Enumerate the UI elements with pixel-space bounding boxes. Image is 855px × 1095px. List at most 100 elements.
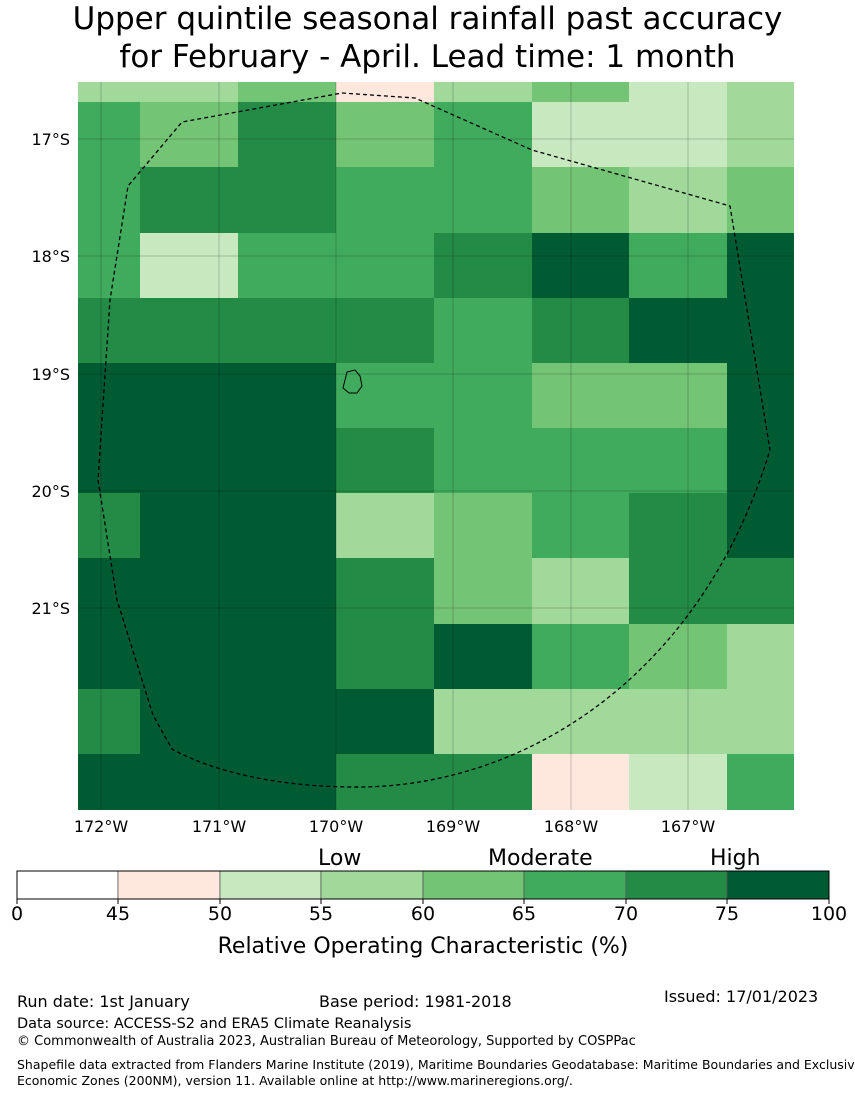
grid-cell <box>140 558 238 624</box>
colorbar-tick-label: 45 <box>106 903 130 925</box>
grid-cell <box>434 689 532 754</box>
grid-cell <box>629 624 727 689</box>
grid-cell <box>78 167 140 233</box>
colorbar-ticks: 0 45 50 55 60 65 70 75 100 <box>11 899 847 925</box>
colorbar-segment <box>422 870 525 900</box>
grid-cell <box>629 558 727 624</box>
grid-cell <box>727 233 794 298</box>
grid-cell <box>78 363 140 428</box>
longitude-label: 167°W <box>661 817 716 836</box>
grid-cell <box>532 558 629 624</box>
grid-cell <box>727 167 794 233</box>
grid-cell <box>629 233 727 298</box>
grid-cell <box>434 558 532 624</box>
grid-cell <box>238 363 336 428</box>
grid-cell <box>532 624 629 689</box>
grid-cell <box>434 624 532 689</box>
colorbar-segment <box>726 870 830 900</box>
colorbar-tick-label: 60 <box>411 903 435 925</box>
grid-cell <box>629 298 727 363</box>
grid-cell <box>434 167 532 233</box>
grid-cell <box>629 363 727 428</box>
latitude-label: 21°S <box>31 599 70 618</box>
map-title: Upper quintile seasonal rainfall past ac… <box>0 0 855 76</box>
grid-cell <box>727 624 794 689</box>
latitude-label: 20°S <box>31 482 70 501</box>
grid-cell <box>336 233 434 298</box>
grid-cell <box>532 689 629 754</box>
grid-cell <box>78 82 140 102</box>
grid-cell <box>727 754 794 810</box>
grid-cell <box>238 428 336 493</box>
longitude-label: 169°W <box>426 817 481 836</box>
grid-cell <box>78 102 140 167</box>
colorbar-segment <box>625 870 728 900</box>
issued-date: Issued: 17/01/2023 <box>664 987 819 1006</box>
grid-cell <box>238 82 336 102</box>
grid-cell <box>238 233 336 298</box>
rainfall-grid <box>78 82 794 810</box>
colorbar-segment <box>320 870 424 900</box>
grid-cell <box>238 102 336 167</box>
colorbar-tick-label: 0 <box>11 903 23 925</box>
grid-cell <box>434 428 532 493</box>
grid-cell <box>532 428 629 493</box>
grid-cell <box>78 689 140 754</box>
grid-cell <box>238 167 336 233</box>
latitude-label: 19°S <box>31 365 70 384</box>
grid-cell <box>727 493 794 558</box>
colorbar-tick-label: 65 <box>512 903 536 925</box>
grid-cell <box>434 493 532 558</box>
shapefile-credit-2: Economic Zones (200NM), version 11. Avai… <box>17 1073 573 1088</box>
title-line-1: Upper quintile seasonal rainfall past ac… <box>72 1 783 37</box>
grid-cell <box>629 428 727 493</box>
colorbar-tick-label: 70 <box>614 903 638 925</box>
grid-cell <box>629 493 727 558</box>
colorbar-tick-label: 100 <box>811 903 847 925</box>
grid-cell <box>532 298 629 363</box>
grid-cell <box>140 493 238 558</box>
grid-cell <box>140 298 238 363</box>
grid-cell <box>78 754 140 810</box>
grid-cell <box>336 167 434 233</box>
data-source: Data source: ACCESS-S2 and ERA5 Climate … <box>17 1016 412 1032</box>
longitude-label: 172°W <box>74 817 129 836</box>
grid-cell <box>336 428 434 493</box>
grid-cell <box>336 102 434 167</box>
grid-cell <box>532 167 629 233</box>
grid-cell <box>727 428 794 493</box>
grid-cell <box>238 689 336 754</box>
grid-cell <box>336 689 434 754</box>
colorbar-segment <box>16 870 119 900</box>
grid-cell <box>727 298 794 363</box>
grid-cell <box>140 82 238 102</box>
grid-cell <box>78 558 140 624</box>
title-line-2: for February - April. Lead time: 1 month <box>119 39 736 75</box>
grid-cell <box>629 689 727 754</box>
grid-cell <box>140 689 238 754</box>
grid-cell <box>336 558 434 624</box>
grid-cell <box>238 754 336 810</box>
colorbar-tick-label: 50 <box>208 903 232 925</box>
legend-category-low: Low <box>318 846 361 871</box>
grid-cell <box>238 298 336 363</box>
latitude-labels: 17°S 18°S 19°S 20°S 21°S <box>31 130 70 618</box>
grid-cell <box>78 493 140 558</box>
grid-cell <box>532 363 629 428</box>
legend-category-high: High <box>710 846 761 871</box>
grid-cell <box>727 689 794 754</box>
grid-cell <box>336 82 434 102</box>
grid-cell <box>336 493 434 558</box>
niue-island-outline <box>342 369 363 394</box>
grid-cell <box>238 558 336 624</box>
grid-cell <box>238 624 336 689</box>
grid-cell <box>140 102 238 167</box>
grid-cell <box>336 298 434 363</box>
grid-cell <box>434 102 532 167</box>
grid-cell <box>629 754 727 810</box>
colorbar-tick-label: 55 <box>309 903 333 925</box>
grid-cell <box>336 363 434 428</box>
grid-cell <box>532 754 629 810</box>
grid-cell <box>78 624 140 689</box>
